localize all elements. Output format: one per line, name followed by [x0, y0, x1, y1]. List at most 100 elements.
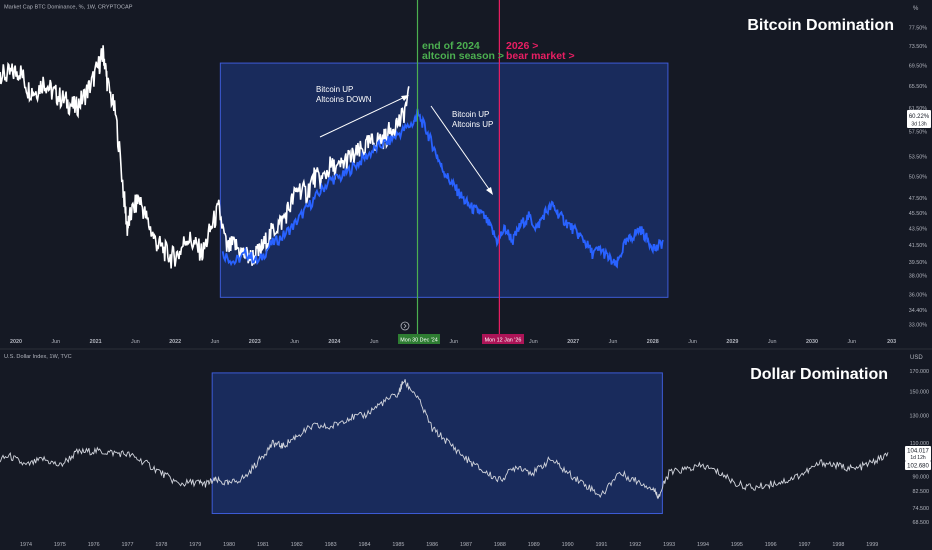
btc-x-tick-label: Jun — [370, 339, 379, 345]
btc-y-tick-label: 61.50% — [909, 106, 927, 112]
btc-x-tick-label: Jun — [449, 339, 458, 345]
dxy-price-value-2: 102.680 — [907, 464, 929, 470]
dxy-x-tick-label: 1974 — [20, 542, 32, 548]
btc-y-tick-label: 77.50% — [909, 26, 927, 32]
dxy-y-tick-label: 82.500 — [913, 489, 930, 495]
dxy-price-label-2: 102.680 — [905, 461, 931, 470]
dxy-x-tick-label: 1998 — [832, 542, 844, 548]
btc-unit-label: % — [913, 6, 919, 12]
dxy-x-tick-label: 1977 — [122, 542, 134, 548]
btc-y-tick-label: 43.50% — [909, 227, 927, 233]
dxy-x-tick-label: 1983 — [325, 542, 337, 548]
dxy-y-tick-label: 150.000 — [910, 390, 930, 396]
btc-y-tick-label: 53.50% — [909, 155, 927, 161]
dxy-x-tick-label: 1987 — [460, 542, 472, 548]
dxy-x-tick-label: 1975 — [54, 542, 66, 548]
btc-x-tick-label: Jun — [768, 339, 777, 345]
green-date-label: Mon 30 Dec '24 — [398, 334, 440, 344]
btc-price-label: 60.22% 3d 13h — [907, 110, 931, 128]
btc-y-tick-label: 36.00% — [909, 292, 927, 298]
dxy-series — [0, 379, 889, 500]
red-annotation-line1: 2026 > — [506, 40, 538, 52]
btc-x-tick-label: 2022 — [169, 339, 181, 345]
btc-x-tick-label: Jun — [211, 339, 220, 345]
dxy-x-axis: 1974 1975 1976 1977 1978 1979 1980 1981 1982 1983… — [20, 542, 878, 548]
arrow-up-down-head — [401, 95, 409, 101]
btc-y-tick-label: 57.50% — [909, 130, 927, 136]
dxy-x-tick-label: 1985 — [392, 542, 404, 548]
btc-x-tick-label: 2023 — [249, 339, 261, 345]
dxy-y-tick-label: 74.500 — [913, 506, 930, 512]
annotation-up-up-line2: Altcoins UP — [452, 120, 493, 129]
dxy-x-tick-label: 1976 — [88, 542, 100, 548]
btc-y-tick-label: 50.50% — [909, 175, 927, 181]
green-annotation-line2: altcoin season > — [422, 50, 504, 62]
btc-y-axis: 77.50% 73.50% 69.50% 65.50% 61.50% 57.50% 53.5… — [909, 26, 927, 329]
btc-y-tick-label: 73.50% — [909, 44, 927, 50]
dxy-x-tick-label: 1978 — [155, 542, 167, 548]
dxy-panel: 170.000 150.000 130.000 110.000 90.000 82.500… — [0, 354, 931, 548]
dxy-chart-header: U.S. Dollar Index, 1W, TVC — [4, 354, 72, 360]
arrow-up-up — [430, 105, 492, 193]
dxy-price-label-1: 104.017 1d 12h — [905, 446, 931, 461]
dxy-x-tick-label: 1989 — [528, 542, 540, 548]
btc-x-tick-label: Jun — [51, 339, 60, 345]
btc-x-tick-label: 2020 — [10, 339, 22, 345]
red-date-text: Mon 12 Jan '26 — [485, 338, 522, 344]
red-annotation-line2: bear market > — [506, 50, 575, 62]
dxy-chart-title: Dollar Domination — [750, 366, 888, 383]
green-annotation-line1: end of 2024 — [422, 40, 480, 52]
btc-y-tick-label: 41.50% — [909, 243, 927, 249]
dxy-y-tick-label: 110.000 — [910, 441, 929, 447]
btc-projection-series — [221, 108, 664, 269]
dxy-y-tick-label: 90.000 — [913, 474, 930, 480]
btc-x-tick-label: Jun — [529, 339, 538, 345]
dxy-x-tick-label: 1986 — [426, 542, 438, 548]
dxy-unit-label: USD — [910, 355, 923, 361]
dxy-y-tick-label: 170.000 — [910, 369, 930, 375]
dxy-x-tick-label: 1990 — [562, 542, 574, 548]
green-date-text: Mon 30 Dec '24 — [400, 338, 438, 344]
btc-x-tick-label: Jun — [131, 339, 140, 345]
btc-y-tick-label: 38.00% — [909, 274, 927, 280]
btc-chart-title: Bitcoin Domination — [747, 17, 894, 34]
dxy-price-value-1: 104.017 — [907, 449, 929, 455]
dxy-x-tick-label: 1996 — [765, 542, 777, 548]
btc-chart-header: Market Cap BTC Dominance, %, 1W, CRYPTOC… — [4, 5, 133, 11]
annotation-up-down-line1: Bitcoin UP — [316, 85, 353, 94]
arrow-up-down — [319, 95, 408, 138]
btc-y-tick-label: 47.50% — [909, 196, 927, 202]
btc-x-tick-label: 2028 — [647, 339, 659, 345]
dxy-x-tick-label: 1997 — [799, 542, 811, 548]
dxy-x-tick-label: 1984 — [359, 542, 371, 548]
btc-price-countdown: 3d 13h — [911, 122, 927, 128]
arrow-up-up-head — [486, 187, 493, 195]
btc-x-tick-label: 2029 — [726, 339, 738, 345]
btc-price-value: 60.22% — [909, 114, 930, 120]
dxy-y-axis: 170.000 150.000 130.000 110.000 90.000 82.500… — [910, 369, 930, 526]
dxy-x-tick-label: 1981 — [257, 542, 269, 548]
btc-y-tick-label: 69.50% — [909, 64, 927, 70]
dxy-x-tick-label: 1999 — [866, 542, 878, 548]
btc-x-tick-label: 203 — [887, 339, 896, 345]
btc-y-tick-label: 39.50% — [909, 260, 927, 266]
highlight-box-btc — [219, 62, 669, 298]
annotation-up-up-line1: Bitcoin UP — [452, 110, 489, 119]
dxy-x-tick-label: 1988 — [494, 542, 506, 548]
dxy-x-tick-label: 1993 — [663, 542, 675, 548]
btc-x-tick-label: 2027 — [567, 339, 579, 345]
btc-y-tick-label: 34.40% — [909, 308, 927, 314]
btc-x-tick-label: Jun — [847, 339, 856, 345]
dxy-x-tick-label: 1980 — [223, 542, 235, 548]
dxy-y-tick-label: 130.000 — [910, 413, 930, 419]
btc-x-tick-label: Jun — [688, 339, 697, 345]
dxy-price-countdown: 1d 12h — [910, 455, 926, 461]
red-date-label: Mon 12 Jan '26 — [482, 334, 524, 344]
btc-x-tick-label: Jun — [290, 339, 299, 345]
btc-dominance-panel: 77.50% 73.50% 69.50% 65.50% 61.50% 57.50% 53.5… — [0, 0, 931, 345]
events-icon[interactable] — [400, 321, 410, 331]
btc-x-tick-label: 2024 — [328, 339, 340, 345]
dxy-x-tick-label: 1992 — [629, 542, 641, 548]
btc-y-tick-label: 65.50% — [909, 84, 927, 90]
